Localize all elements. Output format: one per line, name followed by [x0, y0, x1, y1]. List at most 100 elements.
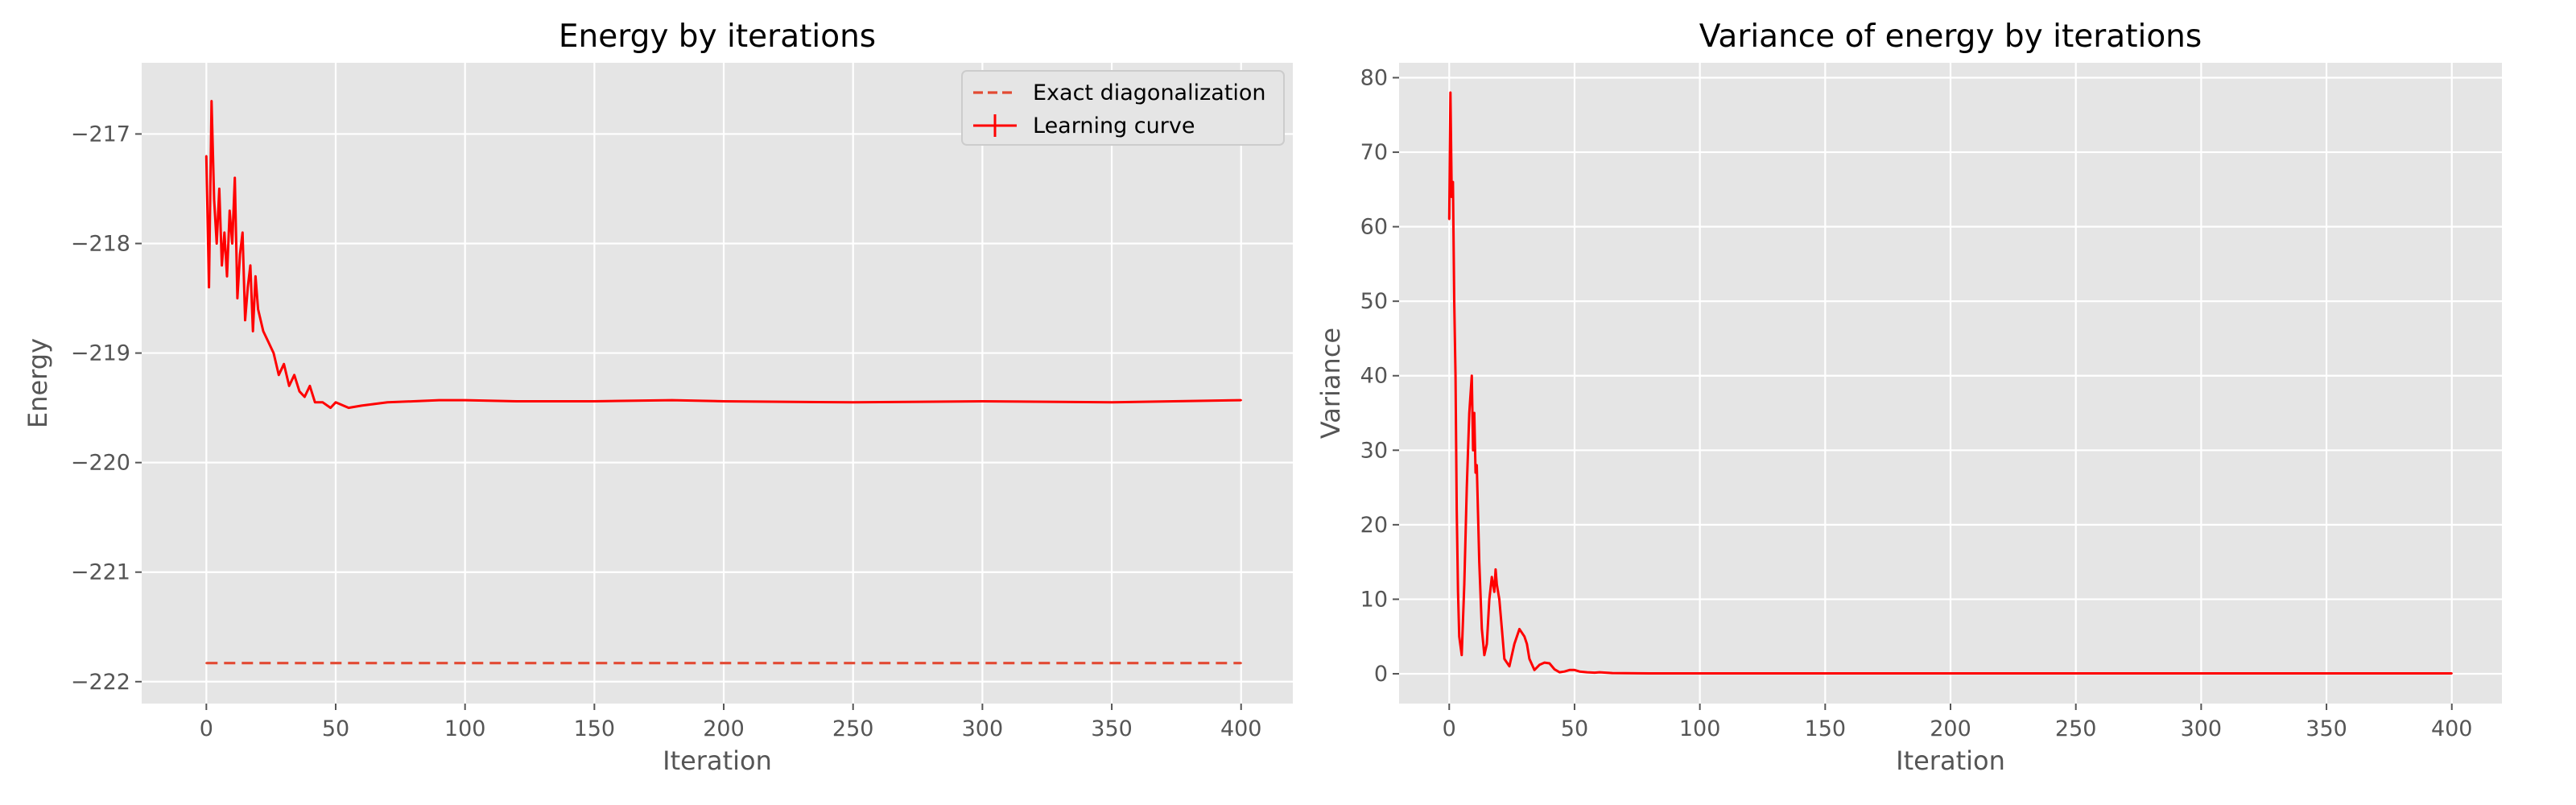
data-point [293, 374, 295, 376]
data-point [221, 264, 223, 266]
x-tick-label: 350 [2306, 716, 2347, 741]
energy-y-ticks: −222 −221 −220 −219 −218 −217 [71, 122, 142, 695]
data-point [2325, 672, 2328, 675]
data-point [283, 363, 285, 365]
data-point [238, 253, 242, 256]
x-tick-label: 300 [2181, 716, 2223, 741]
data-point [1528, 658, 1531, 660]
x-tick-label: 400 [2431, 716, 2473, 741]
y-tick-label: 50 [1360, 289, 1388, 314]
data-point [1110, 401, 1113, 403]
data-point [1468, 411, 1471, 415]
data-point [1448, 218, 1451, 221]
data-point [210, 100, 213, 102]
data-point [1474, 471, 1477, 474]
data-point [2074, 672, 2077, 675]
data-point [262, 330, 265, 332]
data-point [1460, 654, 1463, 656]
data-point [981, 400, 984, 402]
variance-x-ticks: 0 50 100 150 200 250 300 350 400 [1443, 704, 2473, 741]
data-point [257, 308, 259, 311]
data-point [1548, 662, 1551, 665]
x-tick-label: 0 [200, 716, 213, 741]
y-tick-label: −220 [71, 451, 130, 476]
data-point [360, 404, 363, 407]
x-tick-label: 0 [1443, 716, 1456, 741]
x-tick-label: 100 [444, 716, 486, 741]
data-point [298, 390, 301, 393]
data-point [1533, 669, 1536, 671]
data-point [1240, 662, 1242, 664]
data-point [244, 319, 246, 321]
data-point [1518, 628, 1521, 630]
data-point [1478, 560, 1480, 564]
x-tick-label: 150 [574, 716, 616, 741]
y-tick-label: −219 [71, 341, 130, 366]
data-point [216, 242, 218, 245]
data-point [1463, 583, 1466, 586]
energy-x-axis-label: Iteration [663, 745, 772, 776]
data-point [386, 401, 389, 403]
data-point [1480, 628, 1484, 630]
data-point [852, 401, 854, 403]
data-point [1473, 411, 1476, 415]
energy-legend: Exact diagonalization Learning curve [961, 70, 1285, 146]
data-point [1525, 642, 1529, 646]
data-point [1563, 671, 1566, 673]
x-tick-label: 200 [1930, 716, 1971, 741]
legend-box [961, 70, 1285, 146]
legend-learning-curve: Learning curve [1033, 114, 1195, 138]
data-point [223, 231, 225, 234]
data-point [267, 341, 270, 344]
data-point [1455, 509, 1458, 511]
data-point [1593, 671, 1596, 674]
data-point [1568, 669, 1571, 671]
data-point [464, 398, 466, 402]
variance-x-axis-label: Iteration [1896, 745, 2005, 776]
data-point [231, 242, 233, 245]
y-tick-label: −222 [71, 670, 130, 695]
data-point [225, 275, 229, 278]
y-tick-label: 60 [1360, 215, 1388, 240]
data-point [205, 155, 208, 157]
y-tick-label: −218 [71, 232, 130, 257]
data-point [254, 275, 257, 278]
data-point [1586, 671, 1588, 674]
x-tick-label: 400 [1220, 716, 1262, 741]
x-tick-label: 100 [1679, 716, 1721, 741]
data-point [1458, 635, 1460, 638]
x-tick-label: 250 [832, 716, 874, 741]
y-tick-label: −217 [71, 122, 130, 147]
data-point [1579, 671, 1581, 673]
x-tick-label: 50 [322, 716, 349, 741]
data-point [2200, 672, 2202, 675]
data-point [1501, 628, 1503, 630]
data-point [242, 231, 244, 234]
y-tick-label: 20 [1360, 513, 1388, 538]
data-point [329, 407, 332, 409]
data-point [1451, 180, 1455, 184]
y-tick-label: 40 [1360, 364, 1388, 389]
data-point [1476, 464, 1478, 466]
data-point [278, 374, 280, 376]
data-point [1454, 374, 1457, 377]
data-point [1538, 663, 1541, 667]
data-point [1824, 672, 1827, 675]
data-point [1573, 669, 1576, 671]
variance-chart: 0 50 100 150 200 250 300 350 400 0 10 20 30 40 50 60 70… [1315, 19, 2502, 776]
y-tick-label: 30 [1360, 438, 1388, 463]
variance-series-layer [1447, 91, 2453, 675]
data-point [1498, 598, 1501, 601]
energy-chart-title: Energy by iterations [559, 19, 876, 55]
x-tick-label: 50 [1561, 716, 1588, 741]
data-point [218, 188, 221, 190]
data-point [1523, 635, 1525, 638]
data-point [1543, 661, 1546, 664]
legend-exact-diagonalization: Exact diagonalization [1033, 80, 1266, 105]
data-point [205, 662, 208, 664]
data-point [1624, 672, 1626, 675]
variance-y-ticks: 0 10 20 30 40 50 60 70 80 [1360, 66, 1399, 687]
data-point [1451, 196, 1453, 198]
data-point [671, 398, 673, 402]
